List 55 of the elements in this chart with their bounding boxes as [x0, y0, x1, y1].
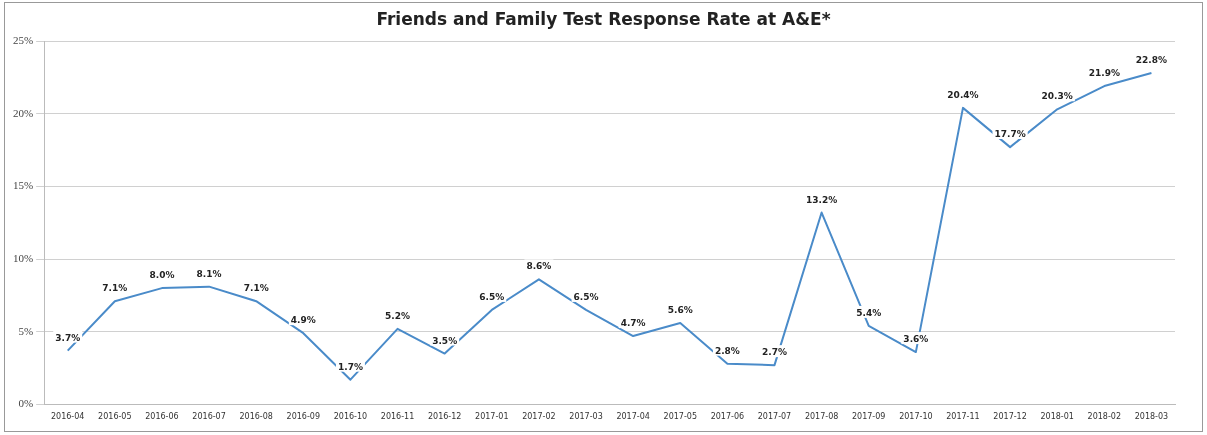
data-label: 21.9% — [1088, 68, 1120, 79]
y-tick-label: 0% — [18, 397, 34, 410]
x-tick-label: 2016-12 — [427, 412, 462, 422]
x-tick-label: 2016-04 — [51, 412, 85, 422]
data-label: 3.7% — [55, 332, 81, 343]
data-label: 20.3% — [1041, 91, 1073, 102]
x-tick-label: 2016-11 — [380, 412, 415, 422]
data-label: 8.1% — [196, 268, 222, 279]
data-label: 1.7% — [337, 361, 363, 372]
chart-title: Friends and Family Test Response Rate at A&E* — [375, 9, 832, 29]
data-label: 5.6% — [667, 305, 693, 315]
data-label: 6.5% — [479, 291, 505, 302]
x-tick-label: 2017-08 — [804, 412, 839, 422]
x-tick-label: 2018-03 — [1134, 412, 1169, 422]
x-tick-label: 2018-01 — [1040, 412, 1074, 422]
x-tick-label: 2016-05 — [98, 412, 132, 422]
x-tick-label: 2017-05 — [663, 412, 697, 422]
data-label: 2.7% — [762, 347, 787, 358]
data-label: 17.7% — [994, 129, 1026, 140]
x-tick-label: 2016-10 — [333, 412, 368, 422]
x-tick-label: 2016-06 — [145, 412, 179, 422]
x-tick-label: 2017-12 — [993, 412, 1027, 422]
x-tick-label: 2017-03 — [569, 412, 603, 422]
x-tick-label: 2017-09 — [852, 412, 886, 422]
x-tick-label: 2017-07 — [757, 412, 792, 422]
data-label: 22.8% — [1135, 54, 1168, 65]
data-label: 13.2% — [806, 194, 838, 205]
y-tick-label: 5% — [18, 324, 34, 337]
y-tick-label: 10% — [12, 251, 34, 264]
x-tick-label: 2018-02 — [1087, 412, 1122, 422]
x-tick-label: 2017-11 — [946, 412, 980, 422]
y-tick-label: 25% — [12, 33, 34, 46]
data-label: 8.0% — [149, 270, 175, 281]
data-label: 7.1% — [102, 283, 128, 294]
data-label: 20.4% — [947, 89, 979, 100]
data-label: 5.2% — [385, 310, 411, 321]
x-tick-label: 2017-02 — [522, 412, 556, 422]
x-tick-label: 2017-04 — [616, 412, 650, 422]
x-tick-label: 2017-06 — [710, 412, 745, 422]
data-label: 7.1% — [243, 283, 269, 294]
x-tick-label: 2016-08 — [239, 412, 273, 422]
data-label: 4.9% — [290, 315, 316, 326]
x-tick-label: 2016-07 — [192, 412, 226, 422]
x-tick-label: 2016-09 — [286, 412, 321, 422]
y-tick-label: 20% — [12, 106, 34, 119]
x-tick-label: 2017-10 — [899, 412, 933, 422]
data-label: 2.8% — [714, 345, 740, 356]
x-tick-label: 2017-01 — [475, 412, 509, 422]
y-tick-label: 15% — [12, 179, 34, 192]
data-label: 3.5% — [432, 335, 458, 346]
data-label: 4.7% — [620, 318, 646, 329]
data-label: 3.6% — [903, 334, 929, 345]
data-label: 5.4% — [856, 307, 882, 318]
data-label: 6.5% — [573, 291, 599, 302]
data-label: 8.6% — [526, 261, 552, 272]
